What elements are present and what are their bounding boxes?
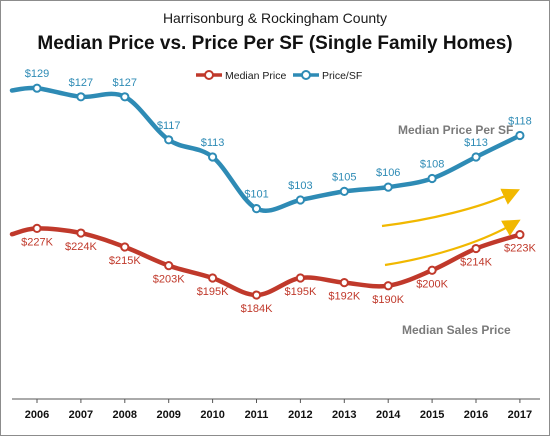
legend-psf-label: Price/SF: [322, 70, 362, 82]
data-label-price-per-sf: $108: [420, 159, 444, 171]
data-label-price-per-sf: $113: [201, 137, 225, 149]
data-point-median-price: [383, 281, 393, 291]
data-label-median-price: $224K: [65, 241, 97, 253]
data-label-median-price: $214K: [460, 257, 492, 269]
data-point-price-per-sf: [515, 130, 525, 141]
data-label-price-per-sf: $113: [464, 137, 488, 149]
x-tick-label: 2006: [25, 409, 49, 421]
data-label-median-price: $192K: [328, 291, 360, 303]
data-label-median-price: $195K: [284, 286, 316, 298]
series-price-per-sf: $129 $127 $127 $117 $113 $101 $103 $105 $106 $108…: [9, 68, 532, 214]
data-label-price-per-sf: $101: [244, 189, 268, 201]
data-label-median-price: $223K: [504, 243, 536, 255]
chart-title: Median Price vs. Price Per SF (Single Fa…: [37, 33, 513, 54]
x-axis-ticks: 2006 2007 2008 2009 2010 2011 2012 2013 2014 2015…: [25, 399, 532, 421]
data-point-price-per-sf: [76, 92, 86, 102]
data-point-price-per-sf: [32, 83, 42, 93]
data-point-price-per-sf: [471, 152, 481, 162]
data-point-median-price: [32, 223, 42, 233]
data-label-price-per-sf: $118: [508, 116, 532, 128]
data-point-median-price: [515, 230, 525, 240]
data-point-median-price: [76, 228, 86, 238]
data-label-median-price: $200K: [416, 278, 448, 290]
data-label-median-price: $227K: [21, 236, 53, 248]
x-tick-label: 2013: [332, 409, 356, 421]
x-tick-label: 2011: [245, 409, 269, 421]
data-label-price-per-sf: $103: [288, 180, 312, 192]
data-label-median-price: $195K: [197, 286, 229, 298]
x-tick-label: 2010: [200, 409, 224, 421]
data-label-price-per-sf: $117: [157, 120, 181, 132]
annotation-median-sales-price: Median Sales Price: [402, 323, 511, 337]
data-label-median-price: $184K: [241, 303, 273, 315]
x-tick-label: 2014: [376, 409, 401, 421]
data-label-price-per-sf: $106: [376, 167, 400, 179]
data-point-price-per-sf: [251, 204, 262, 214]
legend-median-label: Median Price: [225, 70, 286, 82]
data-point-median-price: [471, 243, 481, 254]
data-point-median-price: [295, 273, 305, 283]
series-median-price: $227K $224K $215K $203K $195K $184K $195K $192K…: [9, 223, 536, 315]
data-point-median-price: [208, 273, 218, 283]
x-tick-label: 2008: [113, 409, 137, 421]
data-label-price-per-sf: $105: [332, 171, 356, 183]
data-point-price-per-sf: [208, 152, 218, 162]
x-tick-label: 2015: [420, 409, 444, 421]
x-tick-label: 2012: [288, 409, 312, 421]
trend-arrow-median: [384, 219, 521, 267]
legend: Median Price Price/SF: [196, 70, 362, 82]
data-point-price-per-sf: [339, 186, 349, 196]
annotation-price-per-sf: Median Price Per SF: [398, 123, 513, 137]
data-label-median-price: $203K: [153, 274, 185, 286]
data-point-price-per-sf: [120, 92, 130, 102]
data-point-median-price: [339, 278, 349, 288]
legend-median-marker: [204, 70, 214, 80]
data-point-median-price: [251, 290, 262, 300]
data-label-price-per-sf: $129: [25, 68, 49, 80]
x-tick-label: 2007: [69, 409, 93, 421]
trend-arrow-psf: [381, 188, 520, 228]
data-point-median-price: [427, 265, 437, 275]
x-tick-label: 2009: [156, 409, 180, 421]
data-label-price-per-sf: $127: [113, 77, 137, 89]
data-label-median-price: $190K: [372, 294, 404, 306]
data-point-price-per-sf: [427, 173, 437, 184]
data-label-price-per-sf: $127: [69, 77, 93, 89]
legend-psf-marker: [301, 70, 311, 80]
data-point-price-per-sf: [164, 135, 174, 145]
data-point-price-per-sf: [383, 182, 393, 192]
chart-subtitle: Harrisonburg & Rockingham County: [162, 10, 388, 26]
data-point-price-per-sf: [295, 195, 305, 205]
data-label-median-price: $215K: [109, 255, 141, 267]
data-point-median-price: [164, 261, 174, 271]
x-tick-label: 2017: [508, 409, 532, 421]
data-point-median-price: [120, 242, 130, 252]
x-tick-label: 2016: [464, 409, 488, 421]
